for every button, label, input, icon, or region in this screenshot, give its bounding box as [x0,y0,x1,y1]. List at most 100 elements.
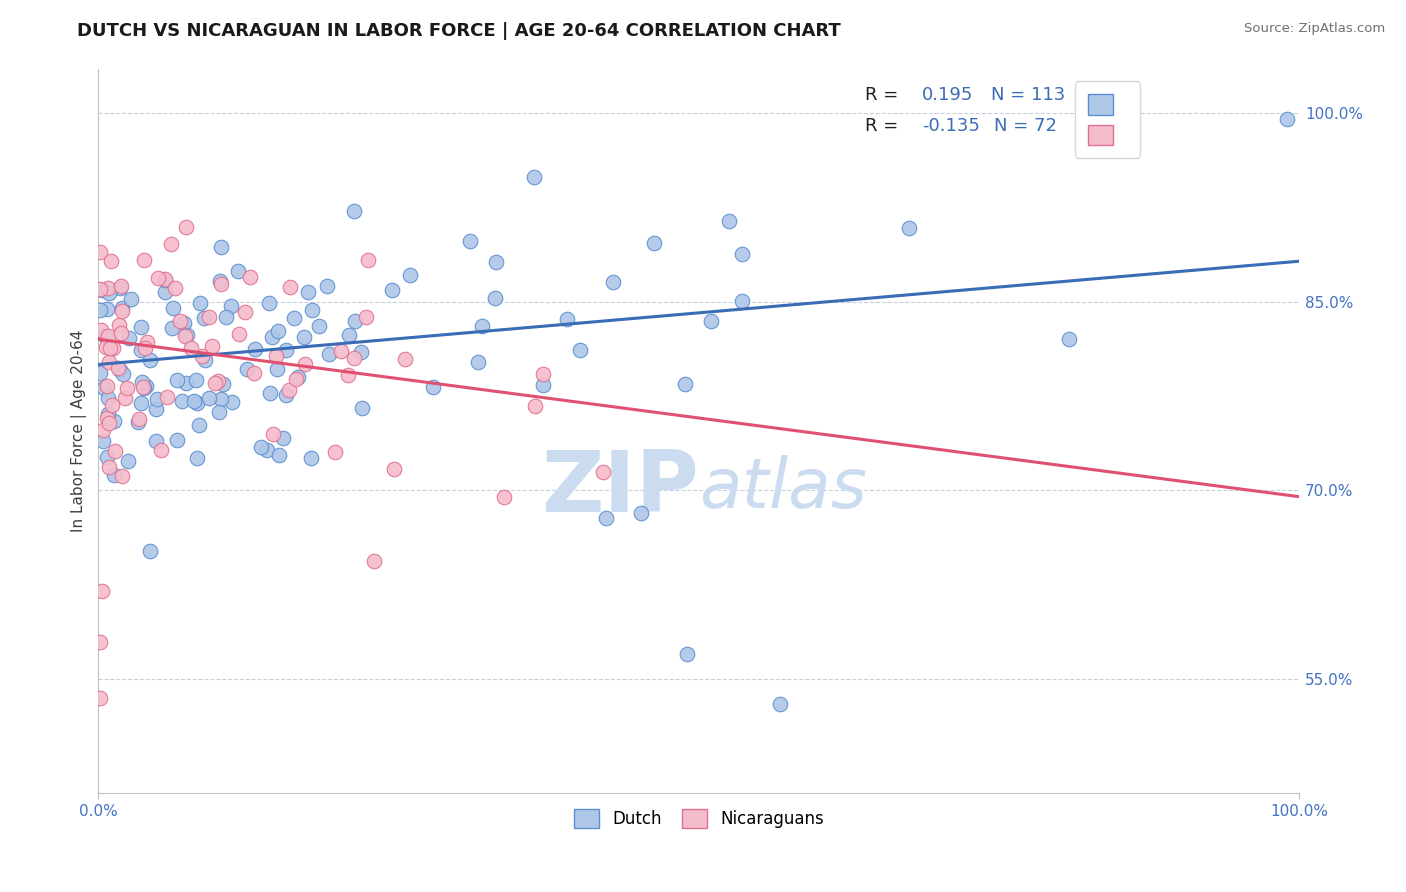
Point [97,407,120,421]
Point [201,339,224,353]
Point [89,634,111,648]
Point [700,313,723,327]
Point [343,204,366,219]
Point [93,382,115,396]
Point [768,698,790,712]
Point [145,402,167,417]
Point [89,367,111,381]
Point [494,490,516,504]
Point [111,367,134,381]
Point [134,341,156,355]
Point [233,305,256,319]
Point [350,401,373,415]
Point [97,416,120,430]
Point [107,361,129,376]
Point [134,381,156,395]
Point [207,374,229,388]
Point [221,395,243,409]
Point [98,341,121,355]
Point [129,395,152,409]
Point [484,291,506,305]
Point [110,279,132,293]
Point [731,246,754,260]
Point [262,427,284,442]
Point [174,329,197,343]
Point [239,270,262,285]
Point [1277,112,1299,126]
Point [299,450,322,465]
Point [96,302,118,317]
Point [136,335,159,350]
Point [138,544,160,558]
Point [129,343,152,357]
Point [339,328,361,343]
Point [115,381,138,395]
Point [602,275,624,289]
Point [135,379,157,393]
Point [555,311,578,326]
Point [91,423,114,437]
Point [108,281,131,295]
Point [323,445,346,459]
Point [731,293,754,308]
Point [330,343,353,358]
Point [89,691,111,706]
Point [111,468,134,483]
Point [471,318,494,333]
Point [153,273,176,287]
Point [316,279,339,293]
Point [188,296,211,310]
Point [283,310,305,325]
Text: DUTCH VS NICARAGUAN IN LABOR FORCE | AGE 20-64 CORRELATION CHART: DUTCH VS NICARAGUAN IN LABOR FORCE | AGE… [77,22,841,40]
Point [186,396,208,410]
Point [96,450,118,465]
Point [146,270,169,285]
Point [191,349,214,363]
Point [643,235,665,250]
Point [267,324,290,338]
Point [274,343,297,357]
Point [117,454,139,468]
Point [673,376,696,391]
Text: N = 113: N = 113 [991,86,1064,103]
Point [146,392,169,406]
Text: Source: ZipAtlas.com: Source: ZipAtlas.com [1244,22,1385,36]
Point [180,341,202,355]
Point [264,349,287,363]
Point [163,280,186,294]
Point [145,434,167,449]
Legend: Dutch, Nicaraguans: Dutch, Nicaraguans [567,803,831,835]
Point [318,347,340,361]
Point [174,220,197,235]
Text: -0.135: -0.135 [922,118,980,136]
Point [458,234,481,248]
Point [111,301,134,315]
Point [531,377,554,392]
Point [114,392,136,406]
Point [169,314,191,328]
Point [308,318,330,333]
Point [120,292,142,306]
Point [155,272,177,286]
Point [98,459,121,474]
Point [277,383,299,397]
Point [96,378,118,392]
Point [211,376,233,391]
Point [176,328,198,343]
Point [257,296,280,310]
Point [127,416,149,430]
Point [350,345,373,359]
Text: R =: R = [865,118,904,136]
Point [166,373,188,387]
Point [134,253,156,268]
Point [343,351,366,365]
Point [568,343,591,358]
Point [108,318,131,333]
Point [363,554,385,568]
Point [336,368,359,382]
Point [676,647,699,661]
Text: atlas: atlas [699,455,868,522]
Point [93,434,115,449]
Point [101,341,124,355]
Point [128,411,150,425]
